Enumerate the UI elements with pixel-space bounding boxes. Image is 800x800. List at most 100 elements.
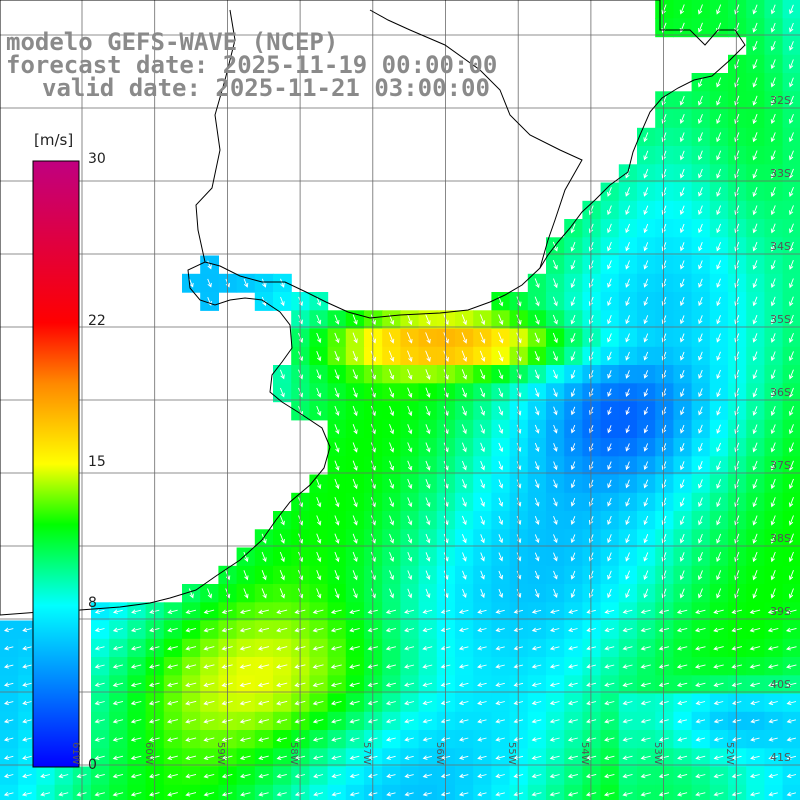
- wind-arrow: [788, 533, 794, 544]
- wind-arrow: [407, 552, 413, 562]
- wind-arrow: [316, 351, 322, 362]
- wind-arrow: [352, 350, 358, 362]
- wind-arrow: [604, 645, 615, 651]
- wind-arrow: [531, 737, 542, 742]
- wind-arrow: [752, 478, 758, 489]
- wind-arrow: [406, 332, 413, 344]
- wind-arrow: [716, 4, 722, 15]
- wind-arrow: [698, 260, 703, 270]
- wind-arrow: [679, 552, 685, 562]
- wind-arrow: [239, 609, 251, 615]
- wind-arrow: [207, 278, 212, 288]
- wind-arrow: [570, 388, 576, 398]
- wind-arrow: [625, 479, 630, 489]
- wind-arrow: [349, 737, 360, 742]
- wind-arrow: [22, 737, 32, 742]
- wind-arrow: [261, 551, 267, 563]
- wind-arrow: [698, 150, 703, 161]
- wind-arrow: [458, 700, 469, 706]
- wind-arrow: [185, 755, 197, 761]
- wind-arrow: [349, 755, 360, 760]
- wind-arrow: [312, 627, 324, 633]
- wind-arrow: [553, 479, 558, 489]
- wind-arrow: [386, 773, 396, 779]
- longitude-label: 58W: [288, 742, 300, 765]
- wind-arrow: [698, 187, 703, 197]
- wind-speed-cell: [418, 748, 438, 768]
- wind-arrow: [3, 737, 14, 742]
- wind-arrow: [716, 424, 721, 434]
- wind-arrow: [425, 369, 431, 380]
- wind-arrow: [698, 168, 703, 179]
- wind-arrow: [679, 260, 685, 270]
- wind-arrow: [495, 664, 505, 669]
- wind-arrow: [716, 95, 722, 106]
- wind-arrow: [588, 570, 594, 580]
- wind-arrow: [422, 718, 433, 724]
- wind-arrow: [316, 515, 322, 526]
- longitude-label: 57W: [360, 742, 372, 765]
- wind-speed-cell: [746, 711, 765, 731]
- wind-arrow: [513, 755, 524, 760]
- wind-arrow: [679, 168, 685, 179]
- wind-arrow: [788, 478, 794, 490]
- wind-arrow: [713, 627, 724, 633]
- title-model: modelo GEFS-WAVE (NCEP): [6, 28, 339, 56]
- wind-arrow: [552, 296, 558, 307]
- wind-arrow: [750, 700, 760, 706]
- wind-arrow: [588, 296, 594, 307]
- wind-arrow: [552, 369, 558, 380]
- wind-arrow: [695, 609, 706, 615]
- wind-arrow: [622, 627, 633, 633]
- wind-arrow: [698, 461, 703, 471]
- wind-arrow: [586, 700, 597, 706]
- wind-arrow: [166, 719, 179, 724]
- wind-arrow: [607, 479, 612, 489]
- wind-arrow: [189, 278, 194, 288]
- wind-arrow: [22, 627, 32, 633]
- wind-speed-cell: [418, 638, 438, 658]
- wind-speed-cell: [0, 784, 19, 800]
- wind-speed-cell: [327, 602, 347, 622]
- wind-arrow: [570, 296, 576, 307]
- wind-arrow: [3, 682, 14, 687]
- wind-speed-cell: [764, 602, 784, 622]
- wind-speed-cell: [345, 784, 365, 800]
- wind-arrow: [498, 497, 504, 507]
- wind-arrow: [480, 460, 485, 471]
- wind-arrow: [480, 552, 485, 562]
- wind-speed-cell: [637, 748, 656, 768]
- wind-arrow: [749, 609, 761, 615]
- wind-arrow: [677, 700, 688, 706]
- wind-arrow: [458, 791, 469, 797]
- wind-arrow: [716, 442, 722, 453]
- wind-arrow: [752, 424, 758, 435]
- wind-arrow: [498, 387, 504, 398]
- wind-arrow: [604, 700, 615, 706]
- wind-arrow: [477, 773, 487, 779]
- wind-arrow: [570, 260, 576, 270]
- wind-arrow: [625, 315, 630, 325]
- wind-arrow: [607, 570, 612, 580]
- wind-arrow: [334, 442, 340, 453]
- wind-arrow: [513, 737, 524, 742]
- wind-arrow: [203, 664, 215, 669]
- wind-arrow: [112, 718, 124, 724]
- wind-arrow: [567, 718, 578, 724]
- wind-arrow: [185, 773, 197, 779]
- wind-arrow: [716, 223, 722, 234]
- wind-arrow: [239, 719, 251, 724]
- wind-arrow: [625, 406, 630, 416]
- wind-arrow: [334, 369, 340, 380]
- wind-speed-cell: [637, 711, 656, 731]
- wind-speed-cell: [746, 784, 765, 800]
- wind-arrow: [661, 515, 667, 526]
- wind-arrow: [789, 95, 794, 106]
- wind-arrow: [425, 332, 431, 344]
- wind-arrow: [549, 664, 560, 669]
- wind-arrow: [22, 664, 32, 669]
- coastline-path: [0, 0, 746, 616]
- wind-arrow: [768, 700, 778, 706]
- wind-arrow: [697, 114, 703, 124]
- wind-arrow: [349, 791, 360, 797]
